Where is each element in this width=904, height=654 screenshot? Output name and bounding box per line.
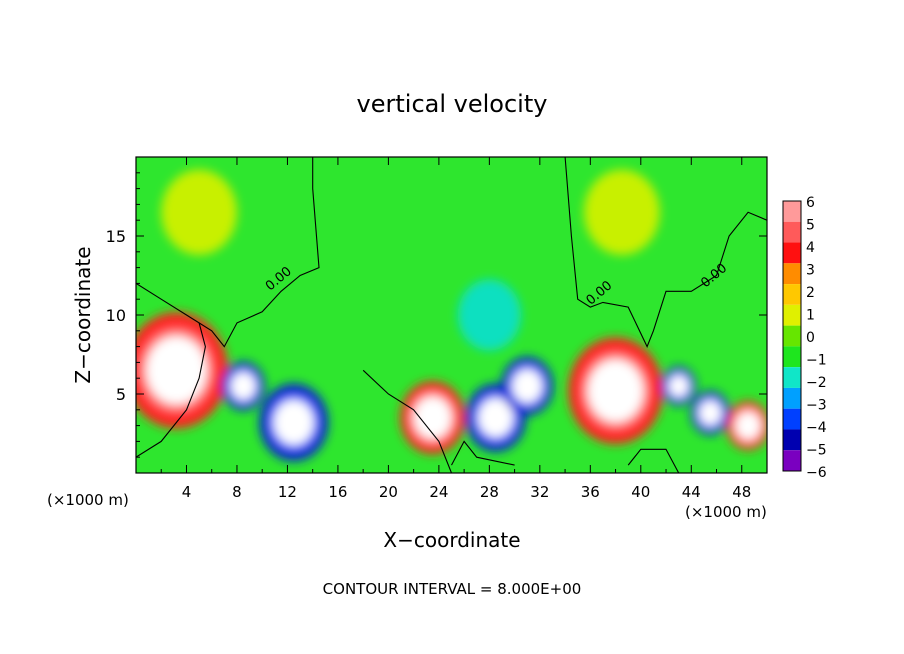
colorbar-label: 3 xyxy=(806,263,815,279)
colorbar: 6 5 4 3 2 1 0 −1 −2 −3 −4 −5 −6 xyxy=(782,195,827,481)
contour-line xyxy=(564,157,767,348)
colorbar-segment xyxy=(783,325,801,347)
colorbar-segment xyxy=(783,263,801,285)
colorbar-label: −4 xyxy=(806,420,827,436)
x-tick-label: 32 xyxy=(530,483,549,501)
feature-core xyxy=(161,169,237,255)
x-tick-label: 36 xyxy=(581,483,600,501)
feature-core xyxy=(273,399,314,446)
feature-core xyxy=(146,336,207,405)
x-tick-label: 12 xyxy=(278,483,297,501)
x-tick-label: 40 xyxy=(631,483,650,501)
colorbar-segment xyxy=(783,242,801,264)
x-tick-label: 24 xyxy=(429,483,448,501)
colorbar-label: −5 xyxy=(806,443,827,459)
feature-core xyxy=(512,369,543,404)
colorbar-segment xyxy=(783,387,801,409)
x-tick-label: 4 xyxy=(182,483,192,501)
colorbar-segment xyxy=(783,304,801,326)
feature-core xyxy=(584,169,660,255)
colorbar-label: 6 xyxy=(806,195,815,211)
x-unit-left: (×1000 m) xyxy=(47,491,129,509)
colorbar-label: 5 xyxy=(806,218,815,234)
feature-core xyxy=(668,374,689,398)
feature-core xyxy=(735,411,761,440)
zero-contours xyxy=(136,157,767,473)
colorbar-segment xyxy=(783,429,801,451)
y-axis-ticks: 5 10 15 xyxy=(106,172,767,458)
colorbar-segment xyxy=(783,367,801,388)
colorbar-label: −1 xyxy=(806,353,827,369)
colorbar-label: −3 xyxy=(806,398,827,414)
colorbar-segment xyxy=(783,346,801,368)
contour-line xyxy=(362,369,453,473)
feature-core xyxy=(230,371,256,401)
y-tick-label: 15 xyxy=(106,227,126,246)
y-tick-label: 10 xyxy=(106,306,126,325)
colorbar-segment xyxy=(783,284,801,305)
y-axis-label: Z−coordinate xyxy=(71,246,95,383)
colorbar-label: 2 xyxy=(806,285,815,301)
contour-interval-footer: CONTOUR INTERVAL = 8.000E+00 xyxy=(323,580,582,598)
x-tick-label: 8 xyxy=(232,483,242,501)
colorbar-frame xyxy=(782,200,802,472)
feature-core xyxy=(478,397,514,438)
x-tick-label: 16 xyxy=(328,483,347,501)
plot-area xyxy=(136,157,767,473)
x-tick-label: 28 xyxy=(480,483,499,501)
colorbar-label: −2 xyxy=(806,375,827,391)
velocity-features xyxy=(136,169,767,462)
colorbar-segment xyxy=(783,201,801,222)
contour-line xyxy=(451,440,515,466)
x-tick-label: 48 xyxy=(732,483,751,501)
contour-line xyxy=(136,157,320,348)
feature-core xyxy=(413,396,452,440)
x-axis-ticks: 4 8 12 16 20 24 28 32 36 40 44 48 xyxy=(160,157,751,501)
contour-line xyxy=(627,448,680,473)
feature-core xyxy=(457,279,521,351)
feature-core xyxy=(698,400,722,426)
x-axis-label: X−coordinate xyxy=(383,528,520,552)
colorbar-segment xyxy=(783,221,801,243)
colorbar-label: 4 xyxy=(806,240,815,256)
colorbar-segment xyxy=(783,450,801,471)
y-tick-label: 5 xyxy=(116,385,126,404)
colorbar-label: 1 xyxy=(806,308,815,324)
chart-title: vertical velocity xyxy=(357,90,548,118)
x-unit-right: (×1000 m) xyxy=(685,503,767,521)
x-tick-label: 20 xyxy=(379,483,398,501)
colorbar-label: 0 xyxy=(806,330,815,346)
feature-core xyxy=(587,359,644,423)
colorbar-label: −6 xyxy=(806,465,827,481)
contour-line xyxy=(136,322,206,458)
x-tick-label: 44 xyxy=(682,483,701,501)
colorbar-segment xyxy=(783,408,801,430)
